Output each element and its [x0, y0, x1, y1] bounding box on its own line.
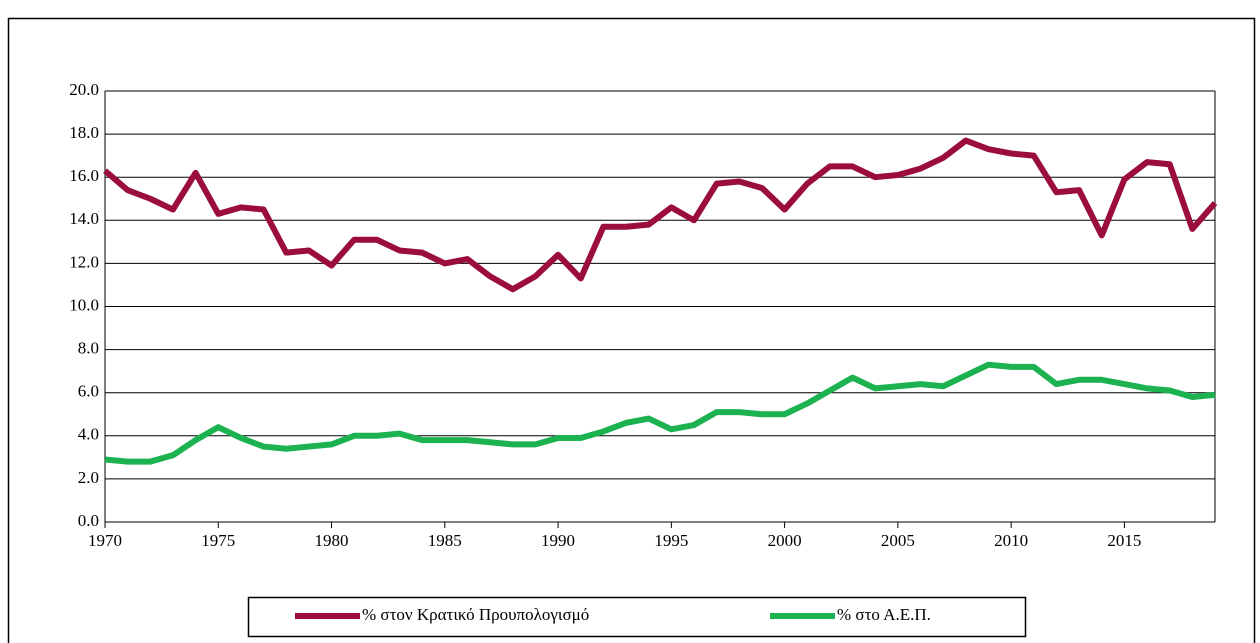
legend-box [247, 596, 1027, 638]
x-tick-label: 1995 [654, 531, 688, 550]
y-tick-label: 18.0 [69, 123, 99, 142]
y-tick-label: 16.0 [69, 166, 99, 185]
y-tick-label: 0.0 [78, 511, 99, 530]
y-tick-label: 4.0 [78, 425, 99, 444]
legend-label: % στον Κρατικό Προυπολογισμό [362, 605, 589, 624]
x-tick-label: 1990 [541, 531, 575, 550]
x-tick-label: 1980 [315, 531, 349, 550]
series-line [104, 361, 1216, 465]
x-tick-label: 2000 [768, 531, 802, 550]
x-tick-label: 1970 [88, 531, 122, 550]
y-tick-label: 2.0 [78, 468, 99, 487]
x-tick-label: 2010 [994, 531, 1028, 550]
legend-label: % στο Α.Ε.Π. [837, 605, 931, 624]
chart-frame [7, 17, 1256, 643]
y-tick-label: 12.0 [69, 252, 99, 271]
x-tick-label: 1975 [201, 531, 235, 550]
y-tick-label: 10.0 [69, 295, 99, 314]
y-tick-label: 14.0 [69, 209, 99, 228]
y-tick-label: 20.0 [69, 80, 99, 99]
x-tick-label: 1985 [428, 531, 462, 550]
x-tick-label: 2005 [881, 531, 915, 550]
y-tick-label: 6.0 [78, 382, 99, 401]
y-tick-label: 8.0 [78, 339, 99, 358]
x-tick-label: 2015 [1107, 531, 1141, 550]
series-line [103, 137, 1218, 293]
